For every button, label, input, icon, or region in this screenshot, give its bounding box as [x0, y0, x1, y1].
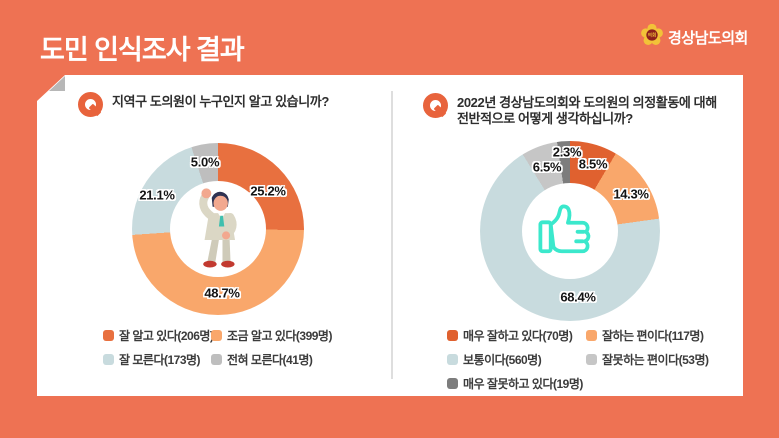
org-name: 경상남도의회: [668, 30, 748, 47]
legend-label: 조금 알고 있다(399명): [227, 329, 332, 343]
legend-swatch: [103, 354, 114, 365]
card-fold-decoration: [49, 76, 65, 91]
legend-swatch: [586, 354, 597, 365]
legend-label: 전혀 모른다(41명): [227, 353, 313, 367]
percent-label: 14.3%: [613, 186, 649, 202]
percent-label: 5.0%: [190, 154, 220, 170]
legend-swatch: [586, 330, 597, 341]
legend-label: 잘하는 편이다(117명): [602, 329, 704, 343]
person-illustration: [182, 184, 254, 275]
percent-label: 6.5%: [532, 159, 562, 175]
content-card: 지역구 도의원이 누구인지 알고 있습니까?: [37, 75, 743, 396]
percent-label: 68.4%: [560, 289, 596, 305]
legend-swatch: [211, 354, 222, 365]
legend-awareness: 잘 알고 있다(206명) 조금 알고 있다(399명) 잘 모른다(173명)…: [103, 327, 332, 368]
percent-label: 8.5%: [578, 156, 608, 172]
emblem-inner-text: 의회: [648, 32, 656, 39]
org-logo: 의회 경상남도의회: [641, 23, 748, 51]
legend-item: 잘 알고 있다(206명): [103, 327, 214, 344]
thumbs-up-icon: [535, 198, 605, 265]
legend-item: 매우 잘하고 있다(70명): [447, 327, 586, 344]
legend-swatch: [447, 330, 458, 341]
section-divider: [391, 91, 393, 379]
legend-swatch: [211, 330, 222, 341]
legend-label: 잘 알고 있다(206명): [119, 329, 214, 343]
legend-item: 잘못하는 편이다(53명): [586, 351, 709, 368]
legend-swatch: [447, 378, 458, 389]
q-icon: [78, 92, 103, 117]
question-text-line: 2022년 경상남도의회와 도의원의 의정활동에 대해: [457, 95, 717, 110]
legend-swatch: [447, 354, 458, 365]
page-title: 도민 인식조사 결과: [40, 35, 245, 65]
question-text-line: 지역구 도의원이 누구인지 알고 있습니까?: [112, 94, 329, 109]
question-text-line: 전반적으로 어떻게 생각하십니까?: [457, 111, 633, 126]
percent-label: 48.7%: [204, 285, 240, 301]
question-awareness: 지역구 도의원이 누구인지 알고 있습니까?: [78, 91, 329, 117]
legend-label: 매우 잘못하고 있다(19명): [463, 377, 583, 391]
percent-label: 25.2%: [250, 183, 286, 199]
q-icon: [423, 93, 448, 118]
legend-label: 잘 모른다(173명): [119, 353, 201, 367]
percent-label: 2.3%: [552, 144, 582, 160]
question-evaluation: 2022년 경상남도의회와 도의원의 의정활동에 대해 전반적으로 어떻게 생각…: [423, 92, 717, 127]
donut-chart-awareness: 25.2% 48.7% 21.1% 5.0%: [132, 143, 304, 315]
legend-item: 매우 잘못하고 있다(19명): [447, 375, 586, 392]
legend-item: 보통이다(560명): [447, 351, 586, 368]
council-emblem-icon: 의회: [641, 23, 663, 51]
legend-item: 잘하는 편이다(117명): [586, 327, 709, 344]
legend-item: 잘 모른다(173명): [103, 351, 211, 368]
donut-ring-evaluation: [480, 141, 660, 321]
legend-item: 조금 알고 있다(399명): [211, 327, 332, 344]
legend-label: 잘못하는 편이다(53명): [602, 353, 709, 367]
percent-label: 21.1%: [139, 187, 175, 203]
donut-chart-evaluation: 8.5% 14.3% 68.4% 6.5% 2.3%: [480, 141, 660, 321]
legend-swatch: [103, 330, 114, 341]
legend-label: 매우 잘하고 있다(70명): [463, 329, 573, 343]
legend-item: 전혀 모른다(41명): [211, 351, 332, 368]
legend-evaluation: 매우 잘하고 있다(70명) 잘하는 편이다(117명) 보통이다(560명) …: [447, 327, 709, 392]
legend-label: 보통이다(560명): [463, 353, 542, 367]
